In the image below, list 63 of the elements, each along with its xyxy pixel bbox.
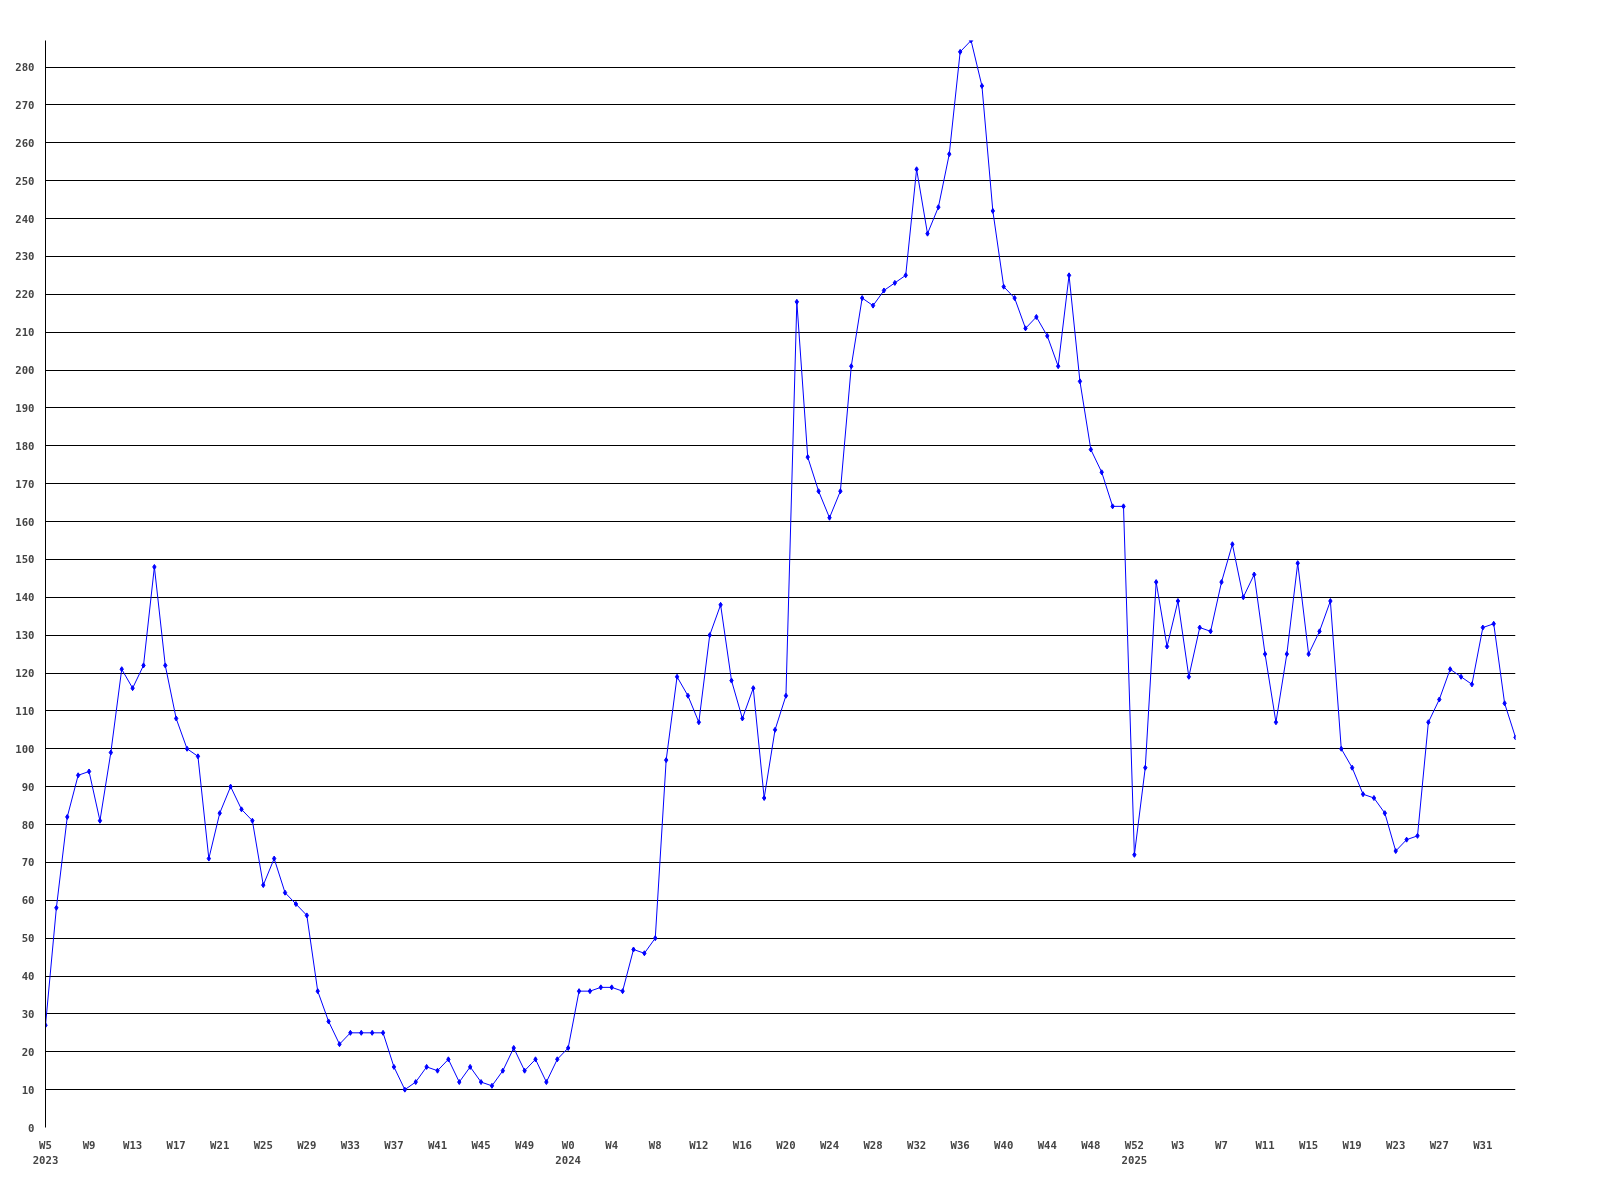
x-tick-label: W15: [1298, 1138, 1319, 1152]
y-tick-label: 240: [15, 212, 35, 226]
x-tick-label: W11: [1255, 1138, 1275, 1152]
y-tick-label: 280: [15, 61, 35, 75]
x-tick-label: W41: [427, 1138, 448, 1152]
y-tick-label: 220: [15, 288, 35, 302]
x-tick-label: W0 2024: [555, 1138, 582, 1168]
x-tick-label: W32: [906, 1138, 927, 1152]
x-tick-label: W20: [776, 1138, 796, 1152]
x-tick-label: W37: [384, 1138, 404, 1152]
x-tick-label: W25: [253, 1138, 273, 1152]
y-tick-label: 190: [15, 401, 35, 415]
x-tick-label: W24: [819, 1138, 840, 1152]
y-tick-label: 270: [15, 98, 35, 112]
x-tick-label: W29: [297, 1138, 317, 1152]
x-tick-label: W31: [1473, 1138, 1493, 1152]
x-tick-label: W12: [689, 1138, 709, 1152]
y-tick-label: 60: [21, 894, 35, 908]
y-tick-label: 150: [15, 553, 35, 567]
x-tick-label: W48: [1081, 1138, 1101, 1152]
x-tick-label: W33: [340, 1138, 361, 1152]
x-tick-label: W3: [1171, 1138, 1185, 1152]
y-tick-label: 50: [21, 932, 35, 946]
y-tick-label: 20: [21, 1045, 35, 1059]
y-tick-label: 130: [15, 629, 35, 643]
x-tick-label: W27: [1429, 1138, 1449, 1152]
x-tick-label: W23: [1386, 1138, 1406, 1152]
y-tick-label: 140: [15, 591, 35, 605]
y-tick-label: 30: [21, 1007, 35, 1021]
x-tick-label: W52 2025: [1121, 1138, 1148, 1168]
y-tick-label: 170: [15, 477, 35, 491]
x-tick-label: W4: [605, 1138, 619, 1152]
x-tick-label: W9: [82, 1138, 96, 1152]
y-tick-label: 210: [15, 326, 35, 340]
y-tick-label: 70: [21, 856, 35, 870]
y-tick-label: 0: [28, 1121, 35, 1135]
y-tick-label: 180: [15, 439, 35, 453]
y-tick-label: 200: [15, 364, 35, 378]
x-tick-label: W19: [1342, 1138, 1362, 1152]
x-tick-label: W40: [994, 1138, 1014, 1152]
y-tick-label: 250: [15, 174, 35, 188]
x-tick-label: W5 2023: [32, 1138, 59, 1168]
y-tick-label: 40: [21, 970, 35, 983]
x-tick-label: W21: [210, 1138, 230, 1152]
y-tick-label: 230: [15, 250, 35, 264]
x-tick-label: W8: [648, 1138, 662, 1152]
y-tick-label: 160: [15, 515, 35, 529]
y-tick-label: 10: [21, 1083, 35, 1097]
x-tick-label: W7: [1215, 1138, 1228, 1152]
x-tick-label: W13: [122, 1138, 143, 1152]
y-tick-label: 110: [15, 704, 35, 718]
y-tick-label: 80: [21, 818, 35, 832]
y-tick-label: 100: [15, 742, 35, 756]
y-tick-label: 260: [15, 136, 35, 150]
y-tick-label: 120: [15, 667, 35, 681]
x-tick-label: W49: [514, 1138, 535, 1152]
x-tick-label: W28: [863, 1138, 883, 1152]
x-tick-label: W45: [471, 1138, 491, 1152]
y-tick-label: 90: [21, 780, 35, 794]
x-tick-label: W16: [732, 1138, 753, 1152]
x-tick-label: W44: [1037, 1138, 1057, 1152]
x-tick-label: W17: [166, 1138, 186, 1152]
x-tick-label: W36: [950, 1138, 970, 1152]
